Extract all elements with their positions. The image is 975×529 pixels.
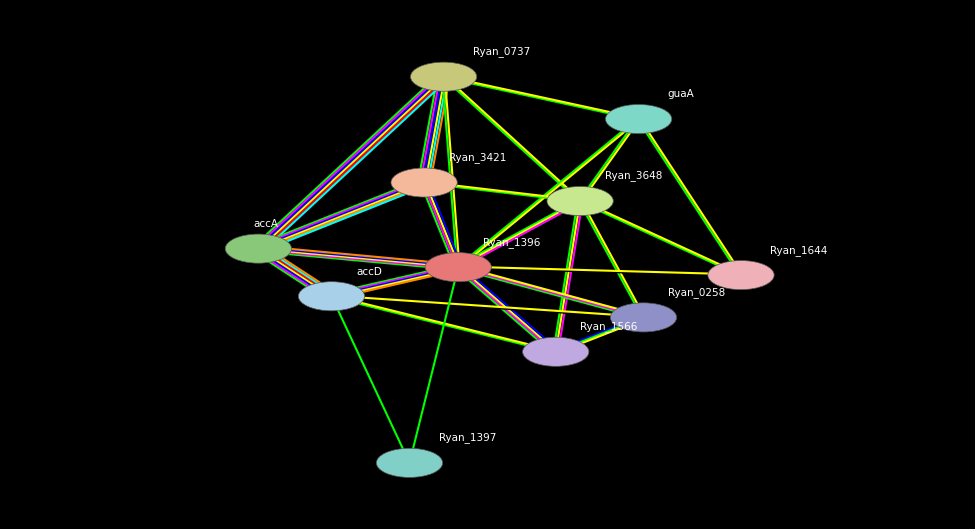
Text: Ryan_3648: Ryan_3648: [604, 170, 662, 181]
Ellipse shape: [708, 261, 774, 290]
Text: Ryan_1644: Ryan_1644: [770, 244, 828, 256]
Ellipse shape: [610, 303, 677, 332]
Text: Ryan_3421: Ryan_3421: [448, 152, 506, 163]
Ellipse shape: [298, 281, 365, 311]
Ellipse shape: [547, 186, 613, 216]
Ellipse shape: [376, 449, 443, 477]
Ellipse shape: [523, 338, 589, 366]
Text: guaA: guaA: [668, 89, 694, 99]
Ellipse shape: [391, 168, 457, 197]
Text: Ryan_0258: Ryan_0258: [668, 287, 725, 298]
Ellipse shape: [410, 62, 477, 92]
Text: accA: accA: [254, 219, 279, 229]
Text: Ryan_1566: Ryan_1566: [580, 321, 638, 332]
Text: accD: accD: [356, 267, 382, 277]
Text: Ryan_0737: Ryan_0737: [473, 45, 530, 57]
Text: Ryan_1397: Ryan_1397: [439, 432, 496, 443]
Ellipse shape: [605, 104, 672, 133]
Ellipse shape: [425, 252, 491, 281]
Text: Ryan_1396: Ryan_1396: [483, 236, 540, 248]
Ellipse shape: [225, 234, 292, 263]
